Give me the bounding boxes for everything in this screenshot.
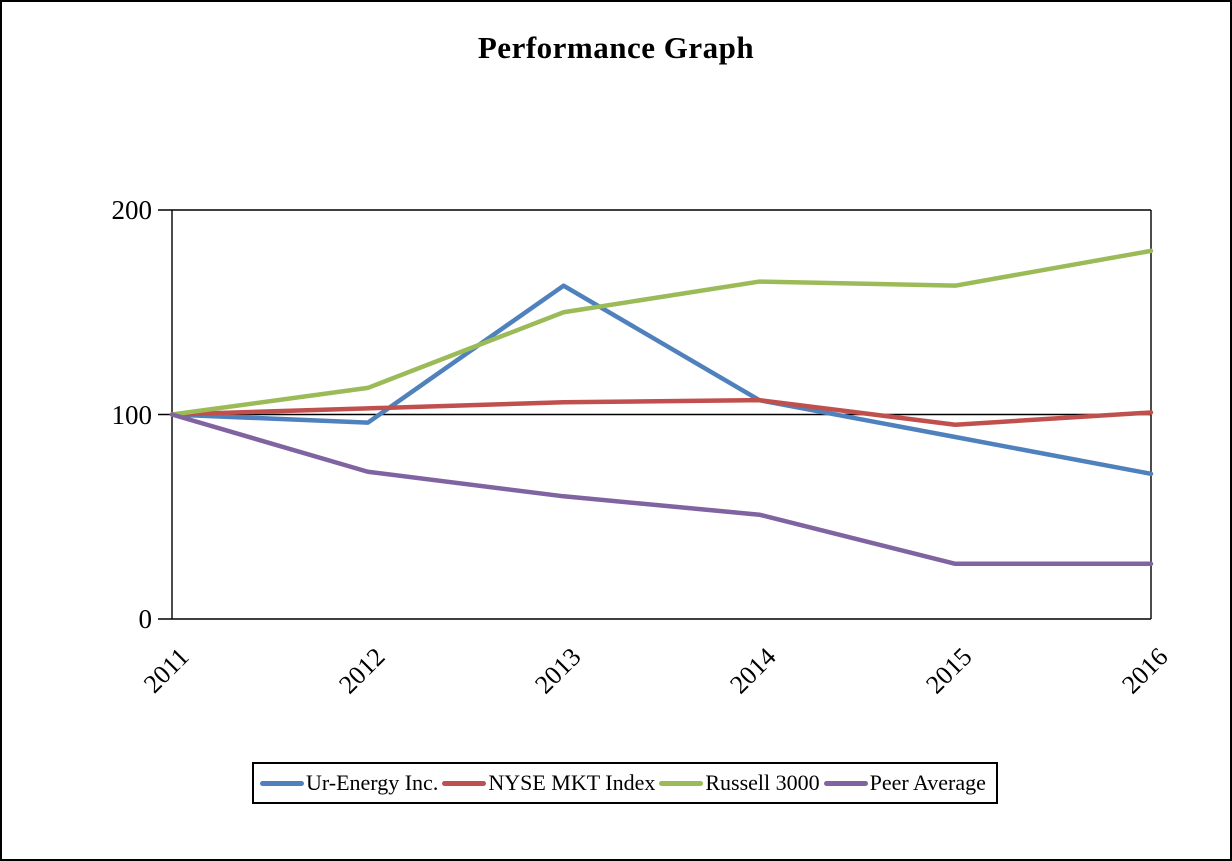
y-axis-tick-label: 0: [138, 604, 153, 634]
legend-line-marker-icon: [659, 780, 704, 786]
legend-label: Ur-Energy Inc.: [306, 770, 439, 795]
legend: Ur-Energy Inc. NYSE MKT Index Russell 30…: [252, 762, 998, 804]
legend-label: NYSE MKT Index: [488, 770, 656, 795]
legend-item: Russell 3000: [659, 770, 820, 796]
y-axis-tick-label: 200: [111, 195, 153, 225]
legend-label: Peer Average: [869, 770, 986, 795]
y-axis-tick-label: 100: [111, 399, 153, 430]
legend-line-marker-icon: [260, 780, 304, 786]
chart-title: Performance Graph: [477, 30, 755, 65]
legend-item: Peer Average: [823, 770, 986, 796]
legend-item: Ur-Energy Inc.: [260, 770, 438, 796]
legend-item: NYSE MKT Index: [442, 770, 655, 796]
legend-line-marker-icon: [442, 780, 487, 786]
legend-line-marker-icon: [823, 780, 868, 786]
legend-label: Russell 3000: [705, 770, 820, 795]
